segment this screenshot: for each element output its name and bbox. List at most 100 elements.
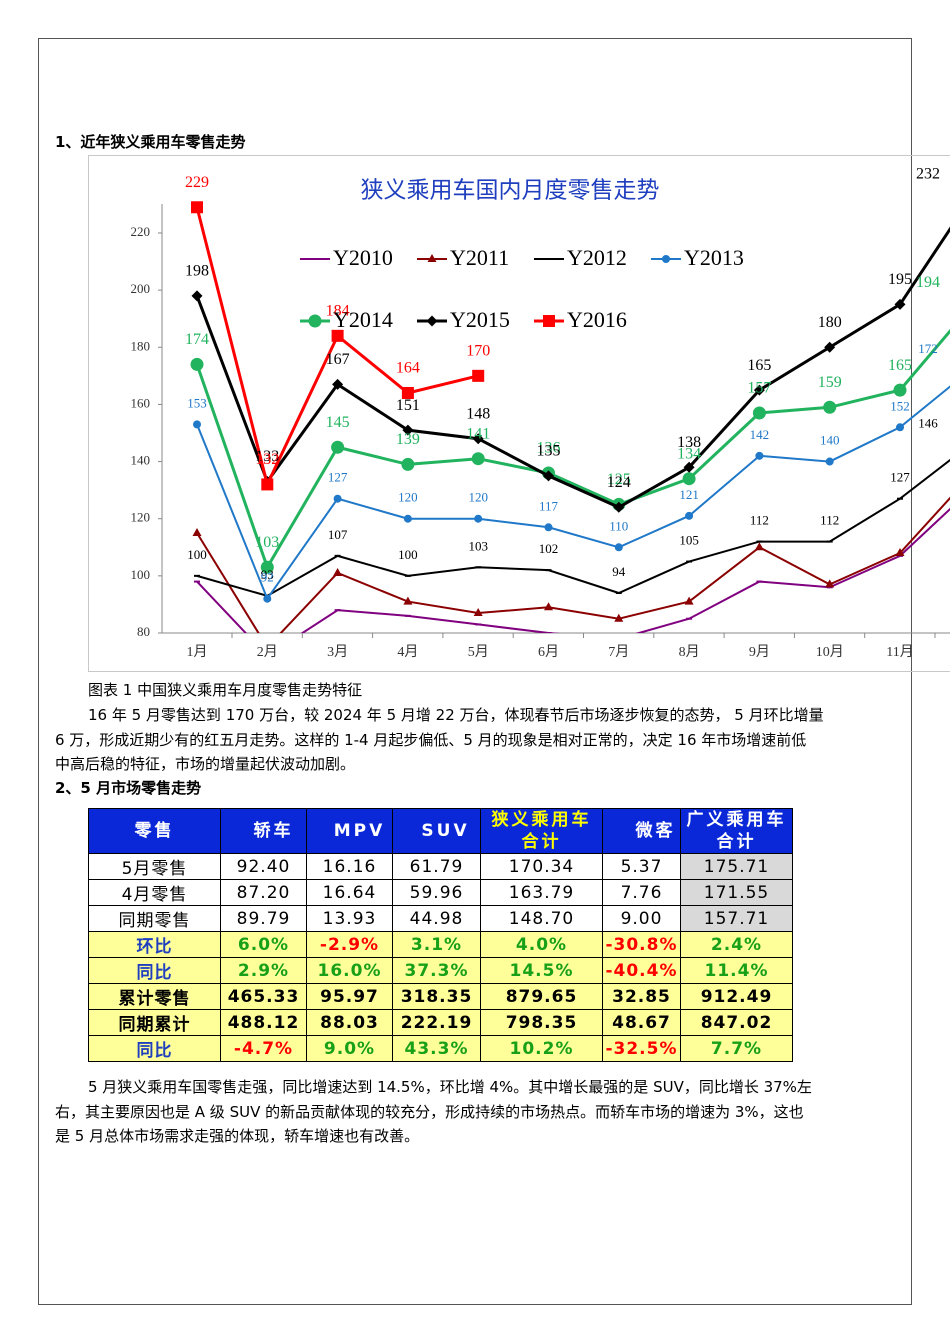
marker: [401, 457, 415, 471]
data-label: 159: [818, 374, 842, 391]
table-cell: 798.35: [480, 1009, 603, 1036]
table-cell: 879.65: [480, 983, 603, 1010]
table-cell: 171.55: [680, 879, 793, 906]
data-label: 195: [888, 271, 912, 288]
marker: [308, 314, 322, 328]
table-cell: 89.79: [220, 905, 307, 932]
table-cell: 157.71: [680, 905, 793, 932]
table-cell: 4月零售: [88, 879, 221, 906]
data-label: 180: [818, 314, 842, 331]
table-cell: 92.40: [220, 853, 307, 880]
table-cell: 95.97: [306, 983, 393, 1010]
table-cell: 148.70: [480, 905, 603, 932]
series-line: [195, 328, 950, 571]
legend-label: Y2014: [333, 307, 393, 332]
table-cell: 同期累计: [88, 1009, 221, 1036]
marker: [402, 424, 414, 436]
plot: [190, 201, 950, 633]
table-cell: -32.5%: [602, 1035, 681, 1062]
paragraph-line: 中高后稳的特征，市场的增量起伏波动加剧。: [55, 755, 356, 774]
x-tick-label: 6月: [538, 644, 559, 660]
header-text: 狭义乘用车合计: [491, 810, 592, 852]
table-cell: 87.20: [220, 879, 307, 906]
data-label: 152: [890, 398, 910, 413]
data-label: 132: [255, 451, 279, 468]
header-cell: 狭义乘用车合计: [480, 808, 603, 854]
data-label: 110: [609, 518, 628, 533]
x-tick-label: 9月: [749, 644, 770, 660]
data-label: 167: [326, 351, 350, 368]
marker: [543, 315, 555, 327]
header-text: 轿车: [253, 821, 294, 841]
marker: [193, 420, 201, 429]
series-line: [196, 458, 950, 597]
x-tick-label: 7月: [608, 644, 629, 660]
marker: [825, 579, 835, 588]
table-cell: 5月零售: [88, 853, 221, 880]
data-label: 112: [750, 513, 769, 528]
data-label: 103: [468, 538, 488, 553]
data-label: 165: [747, 357, 771, 374]
table-cell: 5.37: [602, 853, 681, 880]
table-cell: 累计零售: [88, 983, 221, 1010]
series-line: [195, 226, 950, 509]
table-cell: 912.49: [680, 983, 793, 1010]
table-cell: 10.2%: [480, 1035, 603, 1062]
table-cell: 88.03: [306, 1009, 393, 1036]
marker: [825, 457, 834, 466]
table-cell: -4.7%: [220, 1035, 307, 1062]
marker: [682, 472, 696, 486]
data-label: 194: [916, 274, 940, 291]
header-cell: 广义乘用车合计: [680, 808, 793, 854]
table-cell: 16.64: [306, 879, 393, 906]
table-cell: -2.9%: [306, 931, 393, 958]
data-label: 140: [820, 433, 840, 448]
legend-label: Y2013: [684, 245, 744, 270]
data-label: 107: [328, 527, 348, 542]
table-cell: 14.5%: [480, 957, 603, 984]
data-label: 134: [677, 445, 701, 462]
data-label: 92: [261, 570, 274, 585]
marker: [685, 511, 694, 520]
table-cell: 48.67: [602, 1009, 681, 1036]
header-cell: 零售: [88, 808, 221, 854]
data-label: 100: [398, 547, 418, 562]
data-label: 127: [890, 470, 910, 485]
table-row: 累计零售 465.33 95.97 318.35 879.65 32.85 912.49: [88, 983, 793, 1010]
marker: [472, 433, 484, 445]
x-tick-label: 11月: [886, 644, 913, 660]
table-cell: 同期零售: [88, 905, 221, 932]
marker: [403, 596, 413, 605]
marker: [192, 527, 202, 536]
marker: [662, 255, 670, 263]
x-tick-label: 5月: [468, 644, 489, 660]
data-label: 120: [468, 490, 488, 505]
paragraph-line: 16 年 5 月零售达到 170 万台，较 2024 年 5 月增 22 万台，…: [88, 706, 824, 724]
y-tick-label: 100: [131, 567, 151, 582]
marker: [543, 470, 554, 482]
marker: [333, 494, 342, 503]
header-text: SUV: [421, 821, 470, 841]
data-label: 141: [466, 425, 490, 442]
marker: [753, 384, 765, 396]
table-cell: 847.02: [680, 1009, 793, 1036]
marker: [473, 607, 483, 616]
marker: [471, 452, 485, 466]
section-title: 1、近年狭义乘用车零售走势: [55, 133, 246, 151]
header-row: 零售 轿车 MPV SUV 狭义乘用车合计 微客 广义乘用车合计: [88, 808, 793, 854]
data-label: 172: [918, 341, 938, 356]
data-label: 174: [185, 331, 209, 348]
table-cell: 43.3%: [392, 1035, 481, 1062]
header-text: 微客: [635, 821, 676, 841]
data-label: 112: [820, 513, 839, 528]
table-cell: 6.0%: [220, 931, 307, 958]
caption: 图表 1 中国狭义乘用车月度零售走势特征: [88, 681, 363, 699]
table-cell: 9.0%: [306, 1035, 393, 1062]
table-cell: 175.71: [680, 853, 793, 880]
x-tick-label: 2月: [257, 644, 278, 660]
table-row: 同期零售 89.79 13.93 44.98 148.70 9.00 157.71: [88, 905, 793, 932]
section-title: 2、5 月市场零售走势: [55, 779, 202, 797]
table-cell: 37.3%: [392, 957, 481, 984]
data-label: 229: [185, 174, 209, 191]
